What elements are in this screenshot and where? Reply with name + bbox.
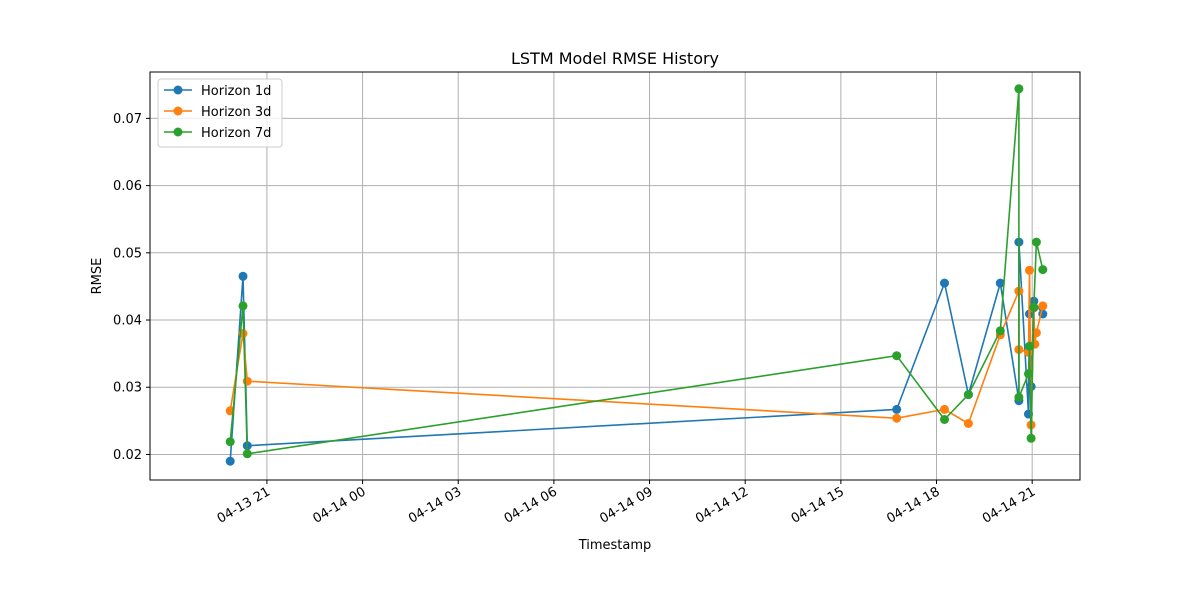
data-point — [1025, 265, 1034, 275]
data-point — [225, 437, 235, 447]
legend-marker — [173, 85, 183, 95]
y-axis-label: RMSE — [90, 258, 105, 295]
data-point — [238, 301, 248, 311]
chart-title: LSTM Model RMSE History — [511, 49, 719, 68]
data-point — [963, 390, 973, 400]
legend-label: Horizon 7d — [201, 126, 271, 141]
legend-marker — [173, 127, 183, 137]
data-point — [1014, 392, 1024, 402]
legend-entry: Horizon 3d — [164, 105, 271, 120]
data-point — [1026, 433, 1036, 443]
data-point — [940, 415, 949, 424]
data-point — [1038, 265, 1048, 275]
plot-frame — [149, 71, 1081, 481]
y-tick-label: 0.07 — [113, 112, 142, 127]
legend-entry: Horizon 7d — [164, 126, 271, 141]
data-point — [242, 449, 252, 459]
y-axis: 0.02 0.03 0.04 0.05 0.06 0.07 — [113, 112, 150, 463]
legend: Horizon 1d Horizon 3d Horizon 7d — [157, 78, 283, 148]
legend-label: Horizon 1d — [201, 84, 271, 99]
legend-box — [157, 78, 283, 148]
data-point — [1025, 341, 1034, 351]
data-point — [1014, 84, 1024, 94]
y-tick-label: 0.04 — [113, 314, 142, 329]
y-tick-label: 0.05 — [113, 246, 142, 261]
data-point — [242, 376, 252, 386]
y-tick-label: 0.02 — [113, 448, 142, 463]
series-3 — [225, 84, 1048, 459]
grid — [150, 72, 1080, 480]
legend-marker — [173, 106, 183, 116]
data-point — [995, 278, 1005, 288]
y-tick-label: 0.06 — [113, 179, 142, 194]
data-point — [1031, 237, 1041, 247]
data-point — [1031, 328, 1041, 338]
data-point — [940, 404, 949, 414]
data-point — [940, 278, 949, 288]
legend-label: Horizon 3d — [201, 105, 271, 120]
data-point — [225, 456, 235, 466]
y-tick-label: 0.03 — [113, 381, 142, 396]
data-point — [1029, 302, 1039, 312]
data-point — [892, 413, 902, 423]
x-axis-label: Timestamp — [578, 538, 652, 553]
data-point — [238, 271, 248, 281]
data-point — [892, 351, 902, 361]
data-point — [963, 419, 973, 428]
data-point — [1024, 369, 1033, 379]
data-point — [995, 326, 1005, 336]
series-layer — [225, 84, 1048, 466]
data-point — [1038, 301, 1048, 311]
legend-entry: Horizon 1d — [164, 84, 271, 99]
data-point — [892, 404, 902, 414]
